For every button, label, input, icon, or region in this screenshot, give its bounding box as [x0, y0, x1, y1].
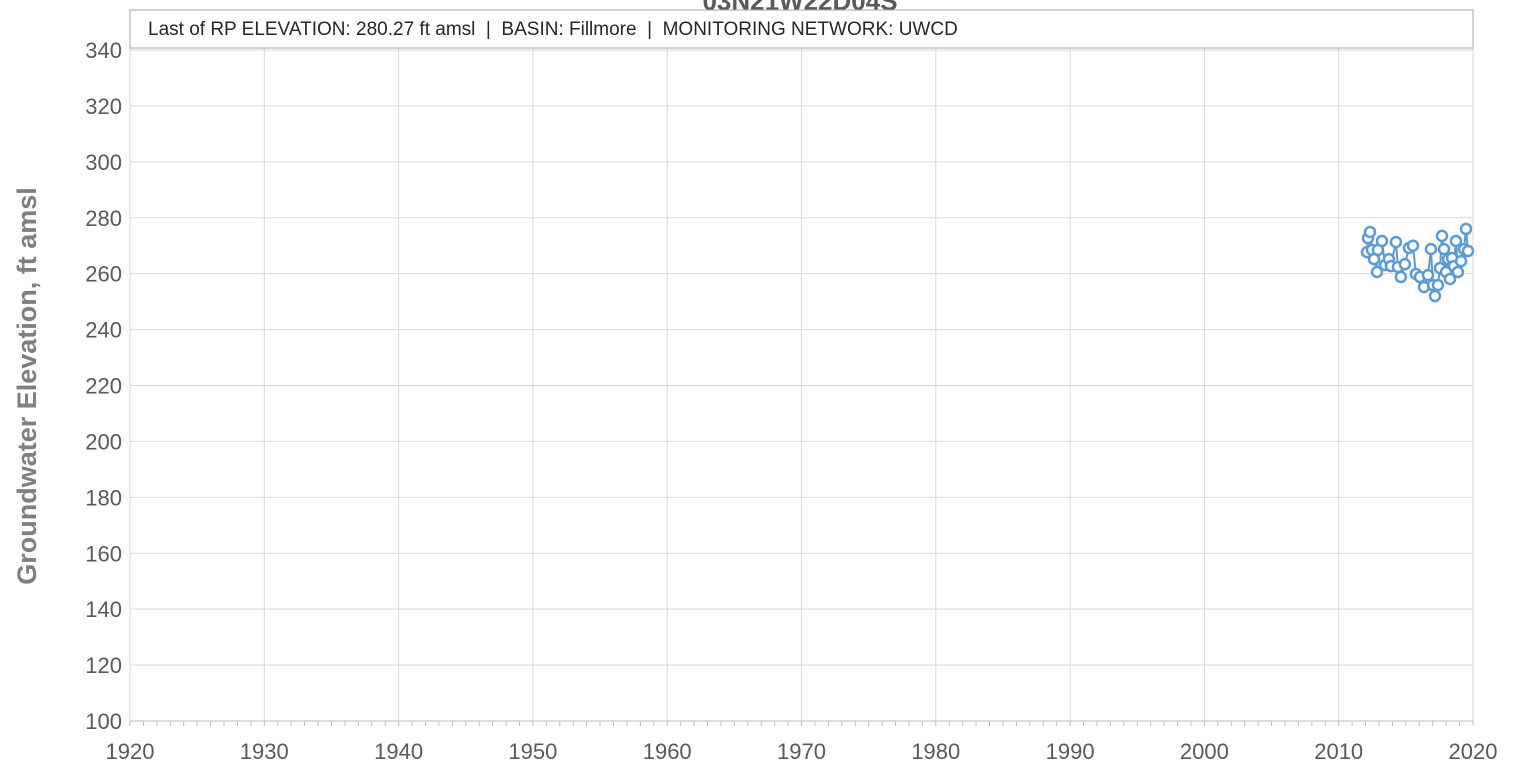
x-tick-label: 1960 [643, 739, 692, 764]
y-tick-label: 260 [85, 262, 122, 287]
data-point [1389, 235, 1403, 249]
x-tick-label: 2000 [1180, 739, 1229, 764]
x-tick-label: 1940 [374, 739, 423, 764]
y-tick-label: 320 [85, 94, 122, 119]
y-tick-label: 140 [85, 597, 122, 622]
annotation: Last of RP ELEVATION: 280.27 ft amsl | B… [148, 19, 958, 40]
x-tick-label: 1950 [508, 739, 557, 764]
annotation-box [129, 9, 1474, 49]
data-point [1454, 254, 1468, 268]
y-tick-label: 160 [85, 541, 122, 566]
data-point [1437, 242, 1451, 256]
x-tick-label: 1930 [240, 739, 289, 764]
data-point [1375, 234, 1389, 248]
y-tick-label: 340 [85, 38, 122, 63]
data-point [1428, 289, 1442, 303]
data-point [1421, 268, 1435, 282]
data-point [1424, 242, 1438, 256]
data-point [1363, 225, 1377, 239]
y-tick-label: 180 [85, 485, 122, 510]
y-tick-label: 280 [85, 206, 122, 231]
data-point [1461, 244, 1475, 258]
grid [129, 10, 1474, 722]
data-point [1459, 222, 1473, 236]
data-point [1435, 229, 1449, 243]
data-point [1431, 278, 1445, 292]
data-point [1370, 265, 1384, 279]
data-point [1449, 234, 1463, 248]
data-point [1398, 257, 1412, 271]
y-tick-label: 220 [85, 374, 122, 399]
y-tick-label: 100 [85, 709, 122, 734]
data-point [1443, 272, 1457, 286]
x-tick-label: 1970 [777, 739, 826, 764]
data-point [1394, 270, 1408, 284]
x-tick-label: 1980 [911, 739, 960, 764]
x-tick-label: 1920 [106, 739, 155, 764]
y-tick-label: 200 [85, 429, 122, 454]
x-tick-label: 1990 [1046, 739, 1095, 764]
y-tick-label: 300 [85, 150, 122, 175]
data-point [1451, 265, 1465, 279]
data-point [1406, 239, 1420, 252]
y-tick-label: 120 [85, 653, 122, 678]
y-axis-label: Groundwater Elevation, ft amsl [12, 187, 42, 585]
y-tick-label: 240 [85, 318, 122, 343]
x-tick-label: 2010 [1314, 739, 1363, 764]
x-tick-label: 2020 [1449, 739, 1498, 764]
